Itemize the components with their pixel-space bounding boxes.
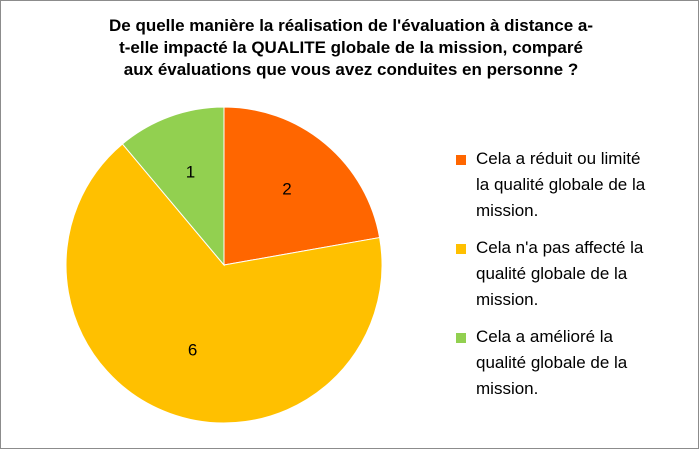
pie-slice-reduced (223, 106, 381, 266)
legend-label-reduced-line-3: mission. (476, 201, 539, 220)
legend-label-improved-line-1: Cela a amélioré la (476, 327, 614, 346)
legend: Cela a réduit ou limité la qualité globa… (456, 146, 691, 413)
legend-label-not-affected-line-2: qualité globale de la (476, 264, 628, 283)
chart-title-line-2: t-elle impacté la QUALITE globale de la … (119, 38, 583, 57)
legend-label-reduced-line-2: la qualité globale de la (476, 175, 646, 194)
pie-slice-improved (121, 106, 225, 267)
legend-label-not-affected-line-1: Cela n'a pas affecté la (476, 238, 644, 257)
legend-swatch-reduced (456, 155, 466, 165)
pie-data-label-not-affected: 6 (188, 341, 197, 360)
legend-swatch-improved (456, 333, 466, 343)
chart-title-line-1: De quelle manière la réalisation de l'év… (108, 16, 593, 35)
pie-slice-not-affected (65, 143, 383, 424)
legend-label-reduced-line-1: Cela a réduit ou limité (476, 149, 641, 168)
chart-title: De quelle manière la réalisation de l'év… (41, 15, 661, 81)
pie-data-label-reduced: 2 (282, 179, 291, 198)
chart-title-line-3: aux évaluations que vous avez conduites … (123, 60, 579, 79)
legend-item-improved: Cela a amélioré la qualité globale de la… (456, 324, 691, 402)
legend-swatch-not-affected (456, 244, 466, 254)
pie-data-label-improved: 1 (186, 162, 195, 181)
legend-item-reduced: Cela a réduit ou limité la qualité globa… (456, 146, 691, 224)
legend-label-improved-line-2: qualité globale de la (476, 353, 628, 372)
legend-label-not-affected-line-3: mission. (476, 290, 539, 309)
legend-item-not-affected: Cela n'a pas affecté la qualité globale … (456, 235, 691, 313)
legend-label-improved-line-3: mission. (476, 379, 539, 398)
